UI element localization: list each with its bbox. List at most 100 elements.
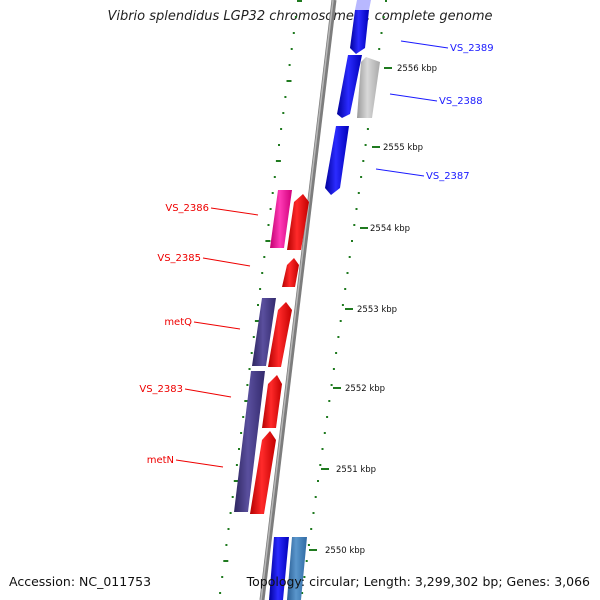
ring-dot xyxy=(382,16,385,18)
chromosome-backbone xyxy=(259,0,337,600)
ring-dot xyxy=(284,96,287,98)
ring-dot xyxy=(278,144,280,146)
ring-dot xyxy=(328,400,331,402)
gene-blue-bottom[interactable] xyxy=(269,537,289,600)
ring-dot xyxy=(233,480,239,482)
ring-dot xyxy=(225,544,228,546)
gene-vs2383-purple[interactable] xyxy=(234,371,265,512)
ring-dot xyxy=(250,352,253,354)
gene-label-vs2388[interactable]: VS_2388 xyxy=(439,96,483,107)
ring-dot xyxy=(351,240,353,242)
ring-dot xyxy=(257,304,259,306)
ring-dot xyxy=(259,288,262,290)
gene-metn-red[interactable] xyxy=(250,431,276,514)
gene-gray-arrow[interactable] xyxy=(357,57,380,118)
ring-dot xyxy=(385,0,387,2)
ring-dot xyxy=(380,32,383,34)
gene-vs2385[interactable] xyxy=(282,258,299,287)
tick-ring-dots xyxy=(219,0,387,594)
scale-label: 2550 kbp xyxy=(325,546,365,556)
gene-vs2388[interactable] xyxy=(337,55,362,118)
ring-dot xyxy=(263,256,266,258)
ring-dot xyxy=(235,464,238,466)
gene-label-metn[interactable]: metN xyxy=(147,455,174,466)
ring-dot xyxy=(303,576,306,578)
ring-dot xyxy=(348,256,351,258)
ring-dot xyxy=(312,512,315,514)
ring-dot xyxy=(317,480,319,482)
ring-dot xyxy=(219,592,222,594)
ring-dot xyxy=(360,176,363,178)
ring-dot xyxy=(242,416,245,418)
ring-dot xyxy=(323,432,326,434)
ring-dot xyxy=(238,448,240,450)
gene-vs2389[interactable] xyxy=(350,10,369,54)
ring-dot xyxy=(330,384,333,386)
ring-dot xyxy=(294,16,297,18)
ring-dot xyxy=(240,432,243,434)
ring-dot xyxy=(273,176,276,178)
ring-dot xyxy=(357,192,360,194)
ring-dot xyxy=(335,352,338,354)
ring-dot xyxy=(353,224,356,226)
ring-dot xyxy=(221,576,224,578)
ring-dot xyxy=(307,544,310,546)
ring-dot xyxy=(254,320,260,322)
ring-dot xyxy=(269,208,272,210)
gene-vs2386-magenta[interactable] xyxy=(270,190,292,248)
ring-dot xyxy=(275,160,281,162)
gene-label-vs2383[interactable]: VS_2383 xyxy=(139,384,183,395)
gene-vs2387[interactable] xyxy=(325,126,349,195)
gene-lightblue-bottom[interactable] xyxy=(287,537,307,600)
gene-vs2386-red[interactable] xyxy=(287,194,309,250)
gene-label-vs2385[interactable]: VS_2385 xyxy=(157,253,201,264)
forward-strand-genes xyxy=(269,0,380,600)
scale-label: 2556 kbp xyxy=(397,64,437,74)
gene-vs2389-top[interactable] xyxy=(355,0,371,10)
ring-dot xyxy=(310,528,313,530)
ring-dot xyxy=(231,496,234,498)
gene-label-vs2386[interactable]: VS_2386 xyxy=(165,203,209,214)
ring-dot xyxy=(280,128,283,130)
scale-ticks xyxy=(309,67,392,551)
scale-label: 2553 kbp xyxy=(357,305,397,315)
ring-dot xyxy=(301,592,304,594)
ring-dot xyxy=(341,304,344,306)
reverse-strand-genes xyxy=(234,190,309,514)
ring-dot xyxy=(305,560,308,562)
ring-dot xyxy=(223,560,229,562)
ring-dot xyxy=(227,528,230,530)
ring-dot xyxy=(252,336,255,338)
ring-dot xyxy=(319,464,322,466)
scale-label: 2555 kbp xyxy=(383,143,423,153)
scale-label: 2552 kbp xyxy=(345,384,385,394)
ring-dot xyxy=(337,336,340,338)
accession-text: Accession: NC_011753 xyxy=(9,574,152,589)
gene-metq-purple[interactable] xyxy=(252,298,276,366)
ring-dot xyxy=(246,384,249,386)
scale-label: 2551 kbp xyxy=(336,465,376,475)
ring-dot xyxy=(326,416,329,418)
label-leaders xyxy=(175,40,449,468)
ring-dot xyxy=(282,112,285,114)
ring-dot xyxy=(292,32,295,34)
ring-dot xyxy=(366,128,369,130)
gene-metq-red[interactable] xyxy=(268,302,292,367)
gene-label-vs2389[interactable]: VS_2389 xyxy=(450,43,494,54)
ring-dot xyxy=(364,144,367,146)
ring-dot xyxy=(378,48,381,50)
ring-dot xyxy=(271,192,274,194)
gene-vs2383-red[interactable] xyxy=(262,375,282,428)
gene-label-metq[interactable]: metQ xyxy=(164,317,192,328)
ring-dot xyxy=(229,512,232,514)
map-title: Vibrio splendidus LGP32 chromosome 1, co… xyxy=(107,9,493,24)
ring-dot xyxy=(332,368,335,370)
gene-label-vs2387[interactable]: VS_2387 xyxy=(426,171,470,182)
ring-dot xyxy=(261,272,264,274)
scale-label: 2554 kbp xyxy=(370,224,410,234)
ring-dot xyxy=(248,368,251,370)
ring-dot xyxy=(339,320,342,322)
ring-dot xyxy=(286,80,292,82)
ring-dot xyxy=(321,448,324,450)
